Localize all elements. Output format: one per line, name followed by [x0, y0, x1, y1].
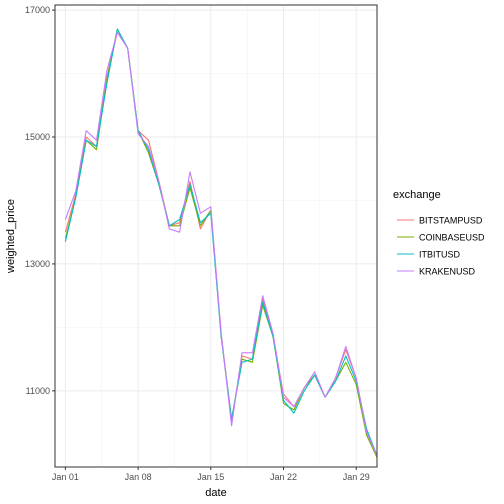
panel-background	[55, 5, 377, 467]
legend-label-krakenusd: KRAKENUSD	[419, 267, 476, 277]
x-axis: Jan 01 Jan 08 Jan 15 Jan 22 Jan 29	[52, 467, 370, 482]
y-axis: 11000 13000 15000 17000	[25, 5, 55, 396]
y-tick-label: 13000	[25, 259, 50, 269]
x-tick-label: Jan 29	[343, 472, 370, 482]
x-tick-label: Jan 22	[270, 472, 297, 482]
y-tick-label: 15000	[25, 132, 50, 142]
legend-label-coinbaseusd: COINBASEUSD	[419, 233, 485, 243]
x-tick-label: Jan 01	[52, 472, 79, 482]
legend: exchange BITSTAMPUSD COINBASEUSD ITBITUSD K…	[393, 189, 485, 277]
legend-label-itbitusd: ITBITUSD	[419, 250, 461, 260]
x-tick-label: Jan 15	[197, 472, 224, 482]
y-tick-label: 11000	[26, 386, 50, 396]
legend-label-bitstampusd: BITSTAMPUSD	[419, 216, 483, 226]
legend-title: exchange	[393, 189, 441, 201]
y-axis-title: weighted_price	[5, 199, 17, 274]
y-tick-label: 17000	[25, 5, 50, 15]
x-tick-label: Jan 08	[125, 472, 152, 482]
x-axis-title: date	[205, 487, 226, 499]
legend-items: BITSTAMPUSD COINBASEUSD ITBITUSD KRAKENUSD	[397, 216, 485, 277]
